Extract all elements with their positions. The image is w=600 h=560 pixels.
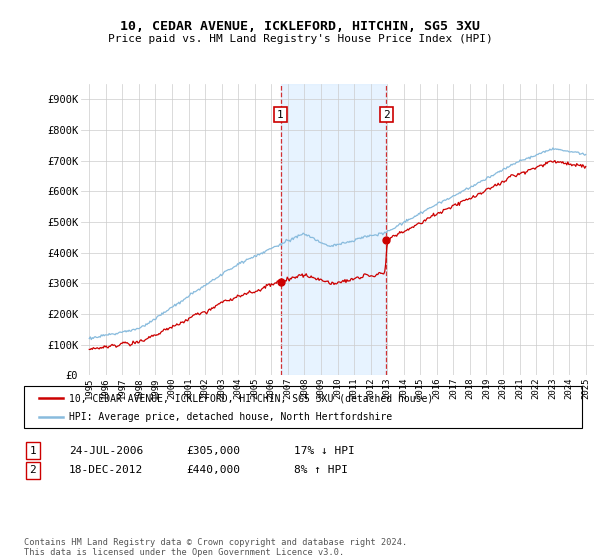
Text: 10, CEDAR AVENUE, ICKLEFORD, HITCHIN, SG5 3XU (detached house): 10, CEDAR AVENUE, ICKLEFORD, HITCHIN, SG… [69, 393, 433, 403]
Text: 2: 2 [383, 110, 390, 120]
Text: 18-DEC-2012: 18-DEC-2012 [69, 465, 143, 475]
Text: 2: 2 [29, 465, 37, 475]
Text: 8% ↑ HPI: 8% ↑ HPI [294, 465, 348, 475]
Text: Price paid vs. HM Land Registry's House Price Index (HPI): Price paid vs. HM Land Registry's House … [107, 34, 493, 44]
Text: HPI: Average price, detached house, North Hertfordshire: HPI: Average price, detached house, Nort… [69, 412, 392, 422]
Text: 1: 1 [277, 110, 284, 120]
Text: Contains HM Land Registry data © Crown copyright and database right 2024.
This d: Contains HM Land Registry data © Crown c… [24, 538, 407, 557]
Text: £305,000: £305,000 [186, 446, 240, 456]
Text: 10, CEDAR AVENUE, ICKLEFORD, HITCHIN, SG5 3XU: 10, CEDAR AVENUE, ICKLEFORD, HITCHIN, SG… [120, 20, 480, 32]
Text: 17% ↓ HPI: 17% ↓ HPI [294, 446, 355, 456]
Text: 24-JUL-2006: 24-JUL-2006 [69, 446, 143, 456]
Text: £440,000: £440,000 [186, 465, 240, 475]
Bar [281, 84, 386, 375]
Text: 1: 1 [29, 446, 37, 456]
